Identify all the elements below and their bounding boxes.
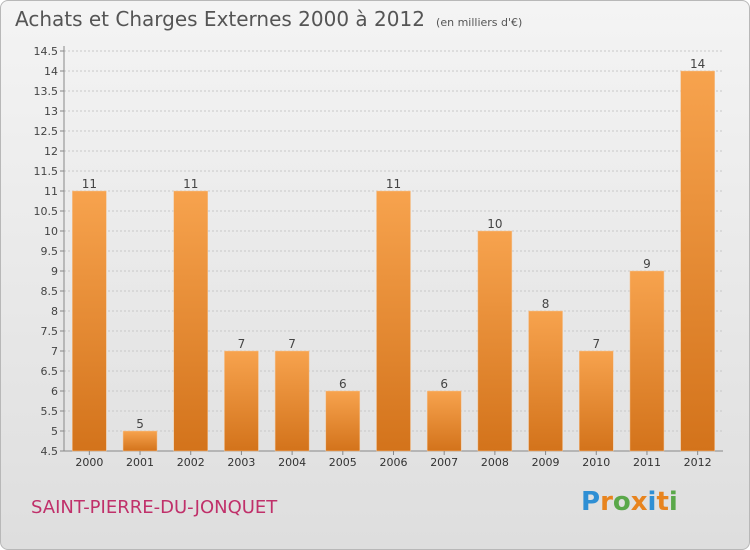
bar-value-label: 6 [440,377,448,391]
bar-value-label: 11 [183,177,198,191]
logo-letter: i [647,487,657,517]
bar-value-label: 8 [542,297,550,311]
x-tick-label: 2000 [75,456,103,469]
title-unit: (en milliers d'€) [436,16,523,29]
bar [72,190,107,452]
y-tick-label: 5.5 [41,405,59,418]
title-main: Achats et Charges Externes 2000 à 2012 [15,7,425,31]
y-tick-label: 12.5 [34,125,59,138]
y-tick-label: 4.5 [41,445,59,458]
logo-letter: i [668,487,678,517]
bar-value-label: 7 [238,337,246,351]
y-tick-label: 7 [51,345,58,358]
commune-name: SAINT-PIERRE-DU-JONQUET [31,497,278,518]
y-tick-label: 8 [51,305,58,318]
bar [173,190,208,452]
bar-value-label: 7 [592,337,600,351]
x-tick-label: 2010 [582,456,610,469]
bar [680,70,715,452]
bar [376,190,411,452]
x-tick-label: 2001 [126,456,154,469]
bar [274,350,310,452]
y-tick-label: 11 [44,185,58,198]
logo-letter: t [656,487,669,517]
bar-value-label: 11 [386,177,401,191]
y-tick-label: 13.5 [34,85,59,98]
x-tick-label: 2003 [227,456,255,469]
y-tick-label: 14.5 [34,45,59,58]
bar [426,390,462,452]
logo-letter: r [600,487,613,517]
chart-title: Achats et Charges Externes 2000 à 2012 (… [15,7,522,31]
bar-value-label: 11 [82,177,97,191]
y-tick-label: 10 [44,225,58,238]
bar [122,430,158,452]
y-tick-label: 6.5 [41,365,59,378]
proxiti-logo-letters: Proxiti [581,487,678,517]
bar-value-label: 9 [643,257,651,271]
y-tick-label: 13 [44,105,58,118]
bar-value-label: 10 [487,217,502,231]
x-tick-label: 2012 [684,456,712,469]
y-axis-ticks: 4.5 5 5.5 6 6.5 7 7.5 8 8.5 9 9.5 10 10.5 11 11.5 12 12.… [34,45,64,458]
x-tick-label: 2002 [177,456,205,469]
logo-letter: P [581,487,601,517]
x-tick-label: 2005 [329,456,357,469]
x-tick-label: 2006 [380,456,408,469]
proxiti-logo: Proxiti [581,487,678,517]
x-axis-ticks: 2000 2001 2002 2003 2004 2005 2006 2007 2008 2009… [75,451,712,469]
bar [224,350,259,452]
x-tick-label: 2007 [430,456,458,469]
bar [477,230,513,452]
logo-letter: x [630,487,648,517]
logo-letter: o [612,487,631,517]
bar [325,390,361,452]
bar [528,310,563,452]
y-tick-label: 8.5 [41,285,59,298]
y-tick-label: 10.5 [34,205,59,218]
x-tick-label: 2009 [532,456,560,469]
y-tick-label: 12 [44,145,58,158]
y-tick-label: 9.5 [41,245,59,258]
y-tick-label: 9 [51,265,58,278]
bar-value-label: 6 [339,377,347,391]
y-tick-label: 11.5 [34,165,59,178]
x-tick-label: 2004 [278,456,306,469]
bar-value-label: 5 [136,417,144,431]
bar-value-label: 7 [288,337,296,351]
bar [579,350,614,452]
x-tick-label: 2011 [633,456,661,469]
y-tick-label: 6 [51,385,58,398]
bars: 11 5 11 7 7 6 11 6 10 8 7 9 14 [72,57,715,452]
y-tick-label: 14 [44,65,58,78]
y-tick-label: 5 [51,425,58,438]
y-tick-label: 7.5 [41,325,59,338]
bar-value-label: 14 [690,57,705,71]
x-tick-label: 2008 [481,456,509,469]
bar [629,270,665,452]
